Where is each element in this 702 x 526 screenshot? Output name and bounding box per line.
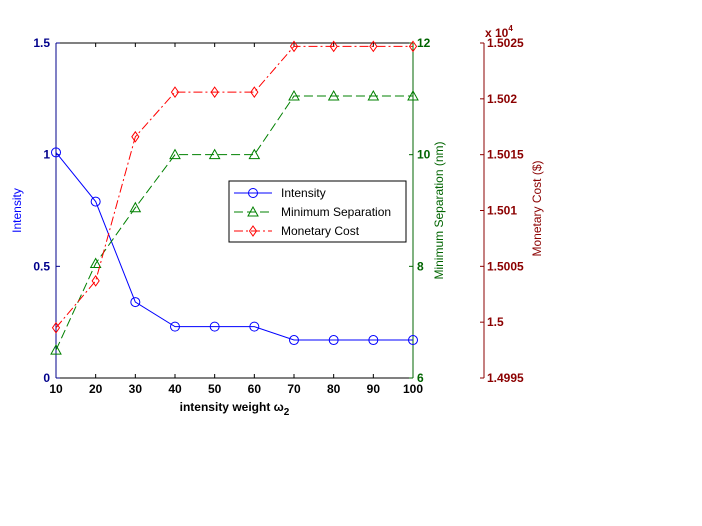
data-point-minimum-separation [50, 344, 62, 355]
x-axis-label: intensity weight ω2 [180, 400, 290, 418]
x-tick-label: 20 [89, 382, 103, 396]
legend-marker-minimum-separation [247, 205, 259, 217]
data-point-monetary-cost [170, 86, 180, 99]
left-tick-label: 1.5 [33, 36, 50, 50]
x-tick-label: 90 [367, 382, 381, 396]
outer-right-tick-label: 1.5 [487, 315, 504, 329]
x-tick-label: 80 [327, 382, 341, 396]
data-point-intensity [289, 335, 299, 346]
series-minimum-separation [50, 90, 419, 355]
x-tick-label: 10 [49, 382, 63, 396]
legend-label-minimum-separation: Minimum Separation [281, 205, 391, 219]
outer-right-tick-label: 1.5005 [487, 259, 524, 273]
legend-label-intensity: Intensity [281, 186, 326, 200]
outer-right-tick-label: 1.501 [487, 204, 517, 218]
left-tick-label: 1 [43, 148, 50, 162]
series-intensity [51, 147, 418, 346]
outer-right-tick-label: 1.5015 [487, 148, 524, 162]
data-point-intensity [170, 321, 180, 332]
data-point-intensity [328, 335, 339, 346]
x-tick-label: 50 [208, 382, 222, 396]
data-point-minimum-separation [208, 148, 221, 160]
series-monetary-cost [51, 40, 418, 334]
data-point-monetary-cost [51, 321, 61, 334]
data-point-minimum-separation [89, 257, 102, 269]
legend-marker-monetary-cost [248, 225, 258, 237]
left-axis-label: Intensity [10, 188, 24, 233]
right-tick-label: 6 [417, 371, 424, 385]
series-line-minimum-separation [55, 95, 413, 351]
data-point-minimum-separation [288, 90, 300, 101]
right-tick-label: 12 [417, 36, 431, 50]
x-tick-label: 30 [129, 382, 143, 396]
x-tick-label: 40 [168, 382, 182, 396]
data-point-minimum-separation [407, 90, 419, 101]
data-point-monetary-cost [250, 86, 259, 99]
data-point-intensity [408, 335, 418, 346]
data-point-monetary-cost [369, 40, 378, 53]
x-tick-label: 70 [287, 382, 301, 396]
data-point-intensity [209, 321, 220, 332]
data-point-monetary-cost [131, 130, 140, 143]
data-point-intensity [368, 335, 379, 346]
legend-label-monetary-cost: Monetary Cost [281, 224, 360, 238]
data-point-minimum-separation [169, 148, 181, 160]
right-axis-label: Minimum Separation (nm) [432, 141, 446, 279]
x-tick-label: 100 [403, 382, 423, 396]
right-tick-label: 8 [417, 259, 424, 273]
data-point-intensity [51, 147, 61, 158]
data-point-intensity [130, 297, 141, 308]
data-point-minimum-separation [367, 90, 380, 101]
data-point-intensity [90, 196, 101, 207]
outer-right-tick-label: 1.4995 [487, 371, 524, 385]
right-tick-label: 10 [417, 148, 431, 162]
outer-right-axis-label: Monetary Cost ($) [530, 160, 544, 256]
legend-marker-intensity [248, 188, 258, 198]
data-point-monetary-cost [408, 40, 418, 53]
legend-box [228, 180, 407, 243]
series-line-monetary-cost [55, 45, 413, 329]
series-line-intensity [55, 152, 413, 341]
outer-right-tick-label: 1.5025 [487, 36, 524, 50]
data-point-monetary-cost [289, 40, 299, 53]
outer-right-tick-label: 1.502 [487, 92, 517, 106]
x-tick-label: 60 [248, 382, 262, 396]
left-tick-label: 0 [43, 371, 50, 385]
left-tick-label: 0.5 [33, 259, 50, 273]
outer-right-exponent: x 104 [485, 24, 513, 40]
data-point-monetary-cost [210, 86, 219, 99]
data-point-minimum-separation [129, 201, 142, 213]
data-point-monetary-cost [329, 40, 338, 53]
data-point-monetary-cost [91, 274, 100, 287]
data-point-minimum-separation [248, 148, 261, 160]
data-point-minimum-separation [327, 90, 340, 101]
data-point-intensity [249, 321, 260, 332]
